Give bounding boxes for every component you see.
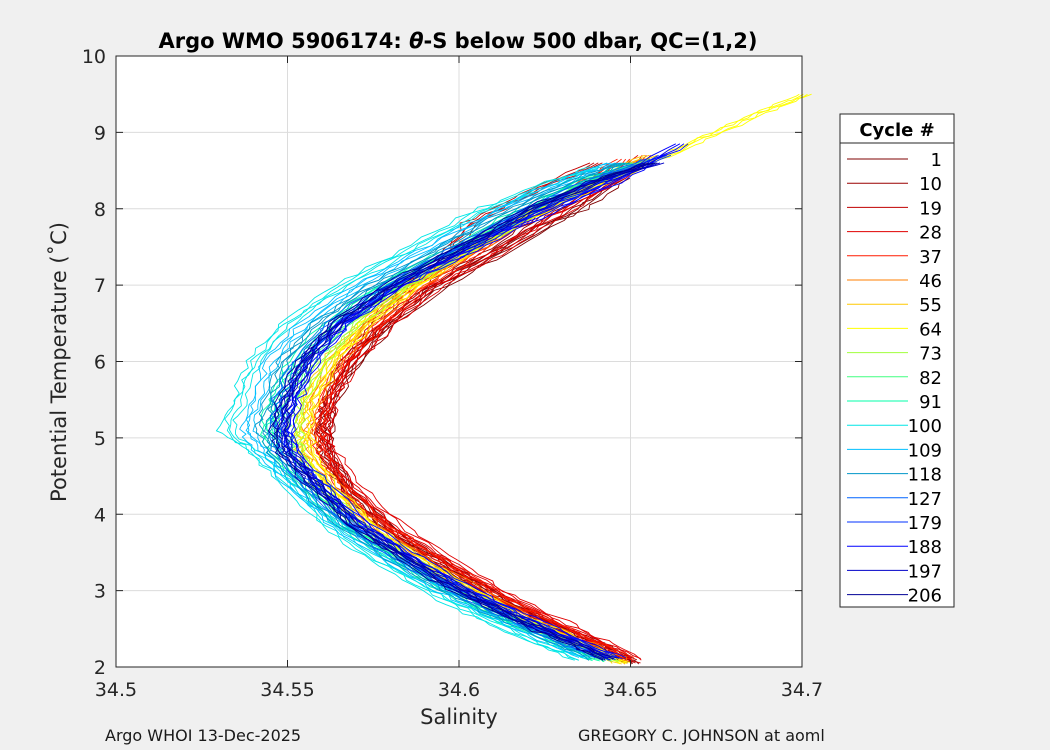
y-tick-label: 7: [94, 275, 106, 297]
series-line-cycle-188: [291, 143, 689, 659]
axis-ticks: 34.5 34.55 34.6 34.65 34.7 2 3 4 5 6 7 8 9 10: [82, 46, 823, 701]
series-line-cycle-28: [324, 155, 647, 660]
grid: [116, 56, 802, 667]
legend-title: Cycle #: [859, 120, 934, 141]
y-tick-label: 8: [94, 199, 106, 221]
series-line-cycle-206: [267, 162, 646, 661]
series-line-cycle-100: [232, 166, 603, 661]
legend-label: 46: [919, 271, 942, 292]
legend-label: 1: [931, 150, 942, 171]
legend: Cycle # 1 10 19 28 37 46 55 64 73 82 91 100 109 118 12…: [839, 113, 955, 608]
legend-label: 91: [919, 392, 942, 413]
footer-left-credit: Argo WHOI 13-Dec-2025: [105, 726, 302, 745]
legend-box: [839, 113, 955, 608]
legend-label: 100: [908, 416, 942, 437]
series-line-cycle-100: [229, 166, 599, 661]
y-tick-label: 2: [94, 657, 106, 679]
y-tick-label: 9: [94, 122, 106, 144]
x-tick-label: 34.5: [95, 679, 137, 701]
y-tick-label: 10: [82, 46, 106, 68]
y-tick-label: 5: [94, 428, 106, 450]
legend-entries: 1 10 19 28 37 46 55 64 73 82 91 100 109 118 127 179 188 1…: [847, 150, 942, 607]
y-tick-label: 6: [94, 352, 106, 374]
x-tick-label: 34.7: [781, 679, 823, 701]
legend-label: 118: [908, 465, 942, 486]
series-line-cycle-118: [254, 162, 618, 661]
series-line-cycle-100: [215, 166, 591, 661]
chart-title: Argo WMO 5906174: θ-S below 500 dbar, QC…: [158, 29, 757, 53]
x-tick-label: 34.6: [438, 679, 480, 701]
x-tick-label: 34.55: [260, 679, 314, 701]
series-line-cycle-28: [329, 155, 651, 661]
y-axis-label: Potential Temperature (˚C): [47, 222, 71, 502]
legend-label: 206: [908, 586, 942, 607]
series-line-cycle-109: [239, 162, 608, 658]
legend-label: 109: [908, 440, 942, 461]
series-line-cycle-206: [276, 162, 654, 661]
series-layer: [215, 93, 812, 665]
legend-label: 73: [919, 344, 942, 365]
series-line-cycle-206: [283, 162, 658, 660]
legend-label: 179: [908, 513, 942, 534]
legend-label: 55: [919, 295, 942, 316]
y-tick-label: 3: [94, 581, 106, 603]
series-line-cycle-91: [260, 162, 625, 661]
series-line-cycle-37: [321, 158, 635, 660]
series-line-cycle-64: [307, 93, 812, 664]
series-line-cycle-109: [245, 162, 612, 658]
legend-label: 188: [908, 537, 942, 558]
series-line-cycle-188: [286, 143, 685, 659]
series-line-cycle-100: [224, 166, 595, 661]
legend-label: 37: [919, 247, 942, 268]
series-line-cycle-206: [272, 162, 650, 659]
legend-label: 197: [908, 561, 942, 582]
legend-label: 19: [919, 198, 942, 219]
series-line-cycle-118: [264, 162, 626, 660]
footer-right-credit: GREGORY C. JOHNSON at aoml: [578, 726, 825, 745]
y-tick-label: 4: [94, 504, 106, 526]
legend-label: 127: [908, 489, 942, 510]
legend-label: 10: [919, 174, 942, 195]
legend-label: 64: [919, 319, 942, 340]
x-tick-label: 34.65: [603, 679, 657, 701]
legend-label: 82: [919, 368, 942, 389]
legend-label: 28: [919, 223, 942, 244]
x-axis-label: Salinity: [420, 705, 498, 729]
